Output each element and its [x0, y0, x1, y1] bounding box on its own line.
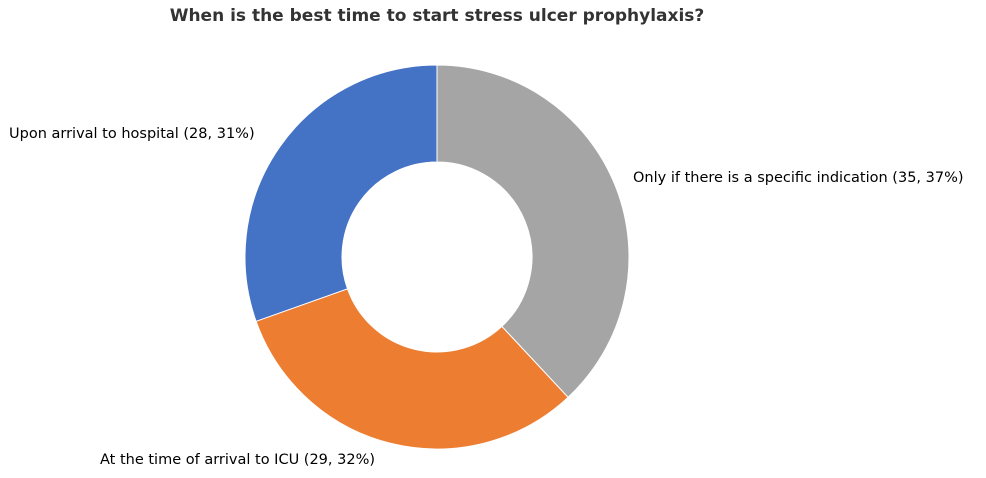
slice-label-specific-indication: Only if there is a specific indication (…	[633, 170, 964, 186]
slice-label-arrival-hospital: Upon arrival to hospital (28, 31%)	[9, 126, 255, 142]
donut-slice-1	[255, 288, 569, 450]
slice-label-arrival-icu: At the time of arrival to ICU (29, 32%)	[100, 452, 376, 468]
chart-title: When is the best time to start stress ul…	[169, 6, 705, 26]
donut-slice-0	[436, 64, 630, 399]
donut-slice-2	[244, 64, 438, 322]
